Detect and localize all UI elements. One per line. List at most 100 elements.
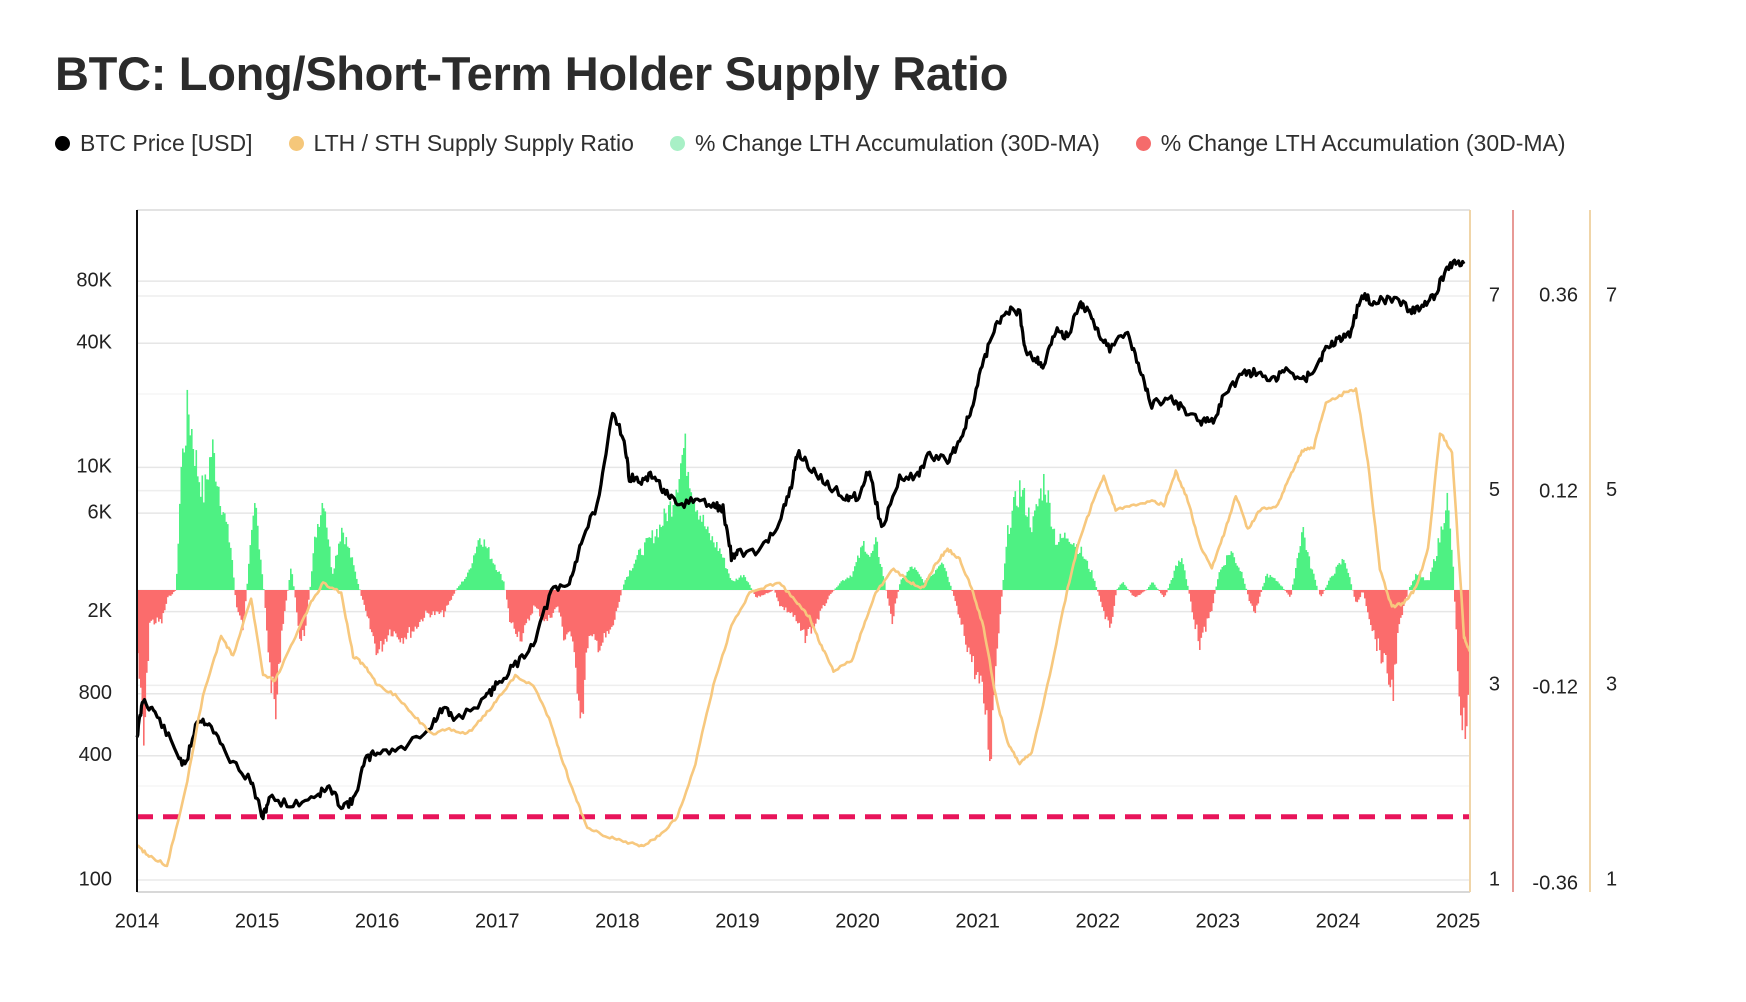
histogram-bar-positive (1310, 568, 1312, 590)
histogram-bar-negative (515, 590, 517, 634)
histogram-bar-negative (1397, 590, 1399, 634)
histogram-bar-negative (605, 590, 607, 638)
left-tick-label: 2K (88, 600, 113, 622)
histogram-bar-negative (1380, 590, 1383, 664)
histogram-bar-negative (423, 590, 426, 618)
histogram-bar-positive (498, 571, 501, 590)
histogram-bar-negative (989, 590, 991, 762)
histogram-bar-negative (992, 590, 994, 711)
histogram-bar-positive (870, 553, 873, 590)
histogram-bar-negative (1383, 590, 1386, 654)
histogram-bar-positive (201, 475, 204, 590)
histogram-bar-negative (144, 590, 147, 718)
histogram-bar-positive (191, 428, 193, 590)
histogram-bar-positive (927, 579, 930, 590)
histogram-bar-negative (579, 590, 582, 719)
histogram-bar-positive (851, 576, 853, 590)
histogram-bar-positive (186, 389, 189, 590)
histogram-bar-positive (314, 536, 316, 590)
histogram-bar-negative (1320, 590, 1323, 597)
histogram-bar-positive (1127, 588, 1129, 590)
legend-item-supply-ratio[interactable]: LTH / STH Supply Supply Ratio (288, 130, 634, 157)
histogram-bar-negative (1133, 590, 1135, 596)
histogram-bar-negative (384, 590, 387, 639)
histogram-bar-negative (581, 590, 583, 713)
histogram-bar-positive (881, 566, 883, 590)
histogram-bar-negative (825, 590, 828, 604)
tick-labels: 100 400 800 2K 6K 10K 40K 80K 1 3 5 7 -0.36 -0.12 0.12… (76, 269, 1617, 932)
histogram-bar-positive (1118, 587, 1120, 590)
histogram-bar-positive (714, 547, 717, 590)
histogram-bar-positive (1169, 583, 1171, 590)
histogram-bar-positive (1292, 584, 1294, 590)
histogram-bar-negative (788, 590, 790, 612)
histogram-bar-positive (1052, 529, 1054, 590)
histogram-bar-positive (354, 571, 357, 590)
histogram-bar-positive (1410, 585, 1413, 590)
histogram-bar-positive (672, 505, 675, 590)
histogram-bar-positive (495, 570, 498, 590)
histogram-bar-positive (903, 578, 906, 590)
histogram-bar-negative (567, 590, 570, 633)
histogram-bar-negative (969, 590, 972, 655)
histogram-bar-positive (1313, 573, 1315, 590)
histogram-bar-positive (1020, 496, 1023, 590)
histogram-bar-positive (939, 564, 942, 590)
histogram-bar-negative (524, 590, 526, 626)
histogram-bar-negative (891, 590, 894, 625)
histogram-bar-positive (1179, 562, 1182, 590)
histogram-bar-positive (320, 515, 322, 590)
histogram-bar-negative (1458, 590, 1461, 697)
histogram-bar-negative (447, 590, 450, 605)
histogram-bar-positive (1125, 586, 1128, 590)
histogram-bar-positive (950, 585, 952, 590)
histogram-bar-positive (713, 542, 715, 590)
histogram-bar-positive (1040, 488, 1042, 590)
histogram-bar-negative (533, 590, 535, 606)
histogram-bar-positive (468, 569, 471, 590)
histogram-bar-positive (726, 569, 729, 590)
legend-item-lth-accumulation-positive[interactable]: % Change LTH Accumulation (30D-MA) (669, 130, 1100, 157)
histogram-bar-negative (363, 590, 366, 605)
histogram-bar-negative (804, 590, 807, 644)
histogram-bar-negative (513, 590, 516, 629)
histogram-bar-positive (935, 570, 937, 590)
histogram-bar-negative (162, 590, 165, 614)
legend-item-lth-accumulation-negative[interactable]: % Change LTH Accumulation (30D-MA) (1135, 130, 1566, 157)
histogram-bar-positive (1065, 538, 1068, 590)
histogram-bar-positive (1038, 498, 1041, 590)
histogram-bar-negative (1206, 590, 1209, 619)
histogram-bar-positive (905, 575, 907, 590)
histogram-bar-positive (1011, 510, 1014, 590)
histogram-bar-positive (1059, 533, 1062, 590)
histogram-bar-positive (1349, 577, 1351, 590)
histogram-bar-negative (1190, 590, 1192, 602)
histogram-bar-negative (360, 590, 363, 596)
histogram-bar-positive (467, 572, 469, 590)
histogram-bar-positive (1217, 579, 1219, 590)
histogram-bar-negative (528, 590, 531, 621)
histogram-bar-positive (650, 537, 652, 590)
histogram-bar-negative (267, 590, 270, 653)
histogram-bar-negative (545, 590, 547, 620)
histogram-bar-negative (1376, 590, 1378, 651)
histogram-bar-negative (1466, 590, 1468, 727)
histogram-bar-negative (893, 590, 895, 617)
legend-item-btc-price[interactable]: BTC Price [USD] (55, 130, 253, 157)
histogram-bar-negative (563, 590, 565, 641)
histogram-bar-positive (669, 501, 672, 590)
histogram-bar-positive (1263, 582, 1266, 590)
ratio-tick-label-2: 5 (1606, 479, 1617, 501)
histogram-bar-negative (555, 590, 558, 608)
histogram-bar-negative (431, 590, 433, 615)
histogram-bar-positive (1316, 585, 1318, 590)
x-tick-label: 2018 (595, 910, 640, 932)
histogram-bar-positive (942, 564, 945, 590)
histogram-bar-positive (1016, 505, 1018, 590)
histogram-bar-negative (962, 590, 964, 625)
histogram-bar-positive (936, 568, 939, 590)
histogram-bar-positive (846, 577, 849, 590)
histogram-bar-positive (317, 523, 319, 590)
histogram-bar-negative (758, 590, 760, 596)
histogram-bar-positive (1452, 566, 1455, 590)
